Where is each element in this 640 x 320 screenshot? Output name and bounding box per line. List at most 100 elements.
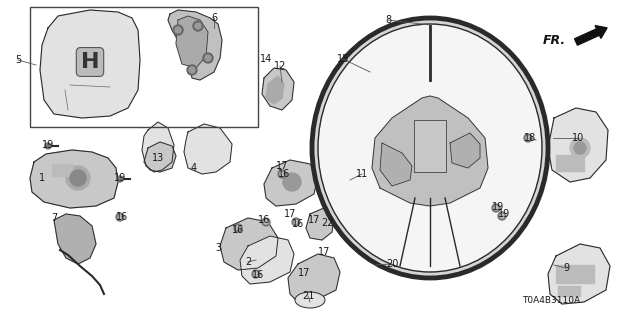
Text: 19: 19 <box>114 173 126 183</box>
Circle shape <box>70 170 86 186</box>
Polygon shape <box>288 254 340 302</box>
Circle shape <box>205 55 211 61</box>
Polygon shape <box>176 16 208 68</box>
Circle shape <box>292 218 300 226</box>
Polygon shape <box>548 244 610 304</box>
Text: 17: 17 <box>276 161 288 171</box>
Circle shape <box>262 218 270 226</box>
Text: 17: 17 <box>284 209 296 219</box>
Circle shape <box>118 215 122 219</box>
Polygon shape <box>380 143 412 186</box>
Text: 16: 16 <box>292 219 304 229</box>
Circle shape <box>66 166 90 190</box>
Polygon shape <box>142 122 174 172</box>
Circle shape <box>117 176 123 182</box>
Circle shape <box>252 270 260 278</box>
Bar <box>414 120 446 172</box>
Polygon shape <box>184 124 232 174</box>
Bar <box>558 286 580 296</box>
Text: 16: 16 <box>116 212 128 222</box>
Polygon shape <box>168 10 222 80</box>
Circle shape <box>524 134 532 142</box>
Polygon shape <box>266 76 284 104</box>
Polygon shape <box>144 142 176 172</box>
Circle shape <box>283 173 301 191</box>
Polygon shape <box>264 160 318 206</box>
Text: 2: 2 <box>245 257 251 267</box>
Text: 21: 21 <box>302 291 314 301</box>
Text: 8: 8 <box>385 15 391 25</box>
Circle shape <box>195 23 201 29</box>
Circle shape <box>254 272 258 276</box>
Text: 5: 5 <box>15 55 21 65</box>
Circle shape <box>187 65 197 75</box>
Text: 9: 9 <box>563 263 569 273</box>
Circle shape <box>574 142 586 154</box>
Circle shape <box>45 143 51 149</box>
Polygon shape <box>240 236 294 284</box>
Circle shape <box>175 27 181 33</box>
Bar <box>30 7 258 127</box>
Circle shape <box>236 226 240 230</box>
Text: T0A4B3110A: T0A4B3110A <box>522 296 580 305</box>
Text: 11: 11 <box>356 169 368 179</box>
Text: 19: 19 <box>42 140 54 150</box>
Bar <box>556 265 594 283</box>
Text: 16: 16 <box>252 270 264 280</box>
Text: 19: 19 <box>498 209 510 219</box>
Text: 17: 17 <box>318 247 330 257</box>
Bar <box>52 164 72 176</box>
Text: 12: 12 <box>274 61 286 71</box>
Text: 10: 10 <box>572 133 584 143</box>
Text: 20: 20 <box>386 259 398 269</box>
Text: 22: 22 <box>322 218 334 228</box>
Circle shape <box>492 204 500 212</box>
Circle shape <box>294 220 298 224</box>
Circle shape <box>173 25 183 35</box>
Polygon shape <box>450 133 480 168</box>
Polygon shape <box>220 218 278 270</box>
Text: 4: 4 <box>191 163 197 173</box>
Text: 15: 15 <box>337 54 349 64</box>
FancyArrow shape <box>575 26 607 45</box>
Bar <box>556 155 584 171</box>
Text: 16: 16 <box>232 225 244 235</box>
Text: 17: 17 <box>308 215 320 225</box>
Polygon shape <box>40 10 140 118</box>
Circle shape <box>193 21 203 31</box>
Text: 7: 7 <box>51 213 57 223</box>
Polygon shape <box>548 108 608 182</box>
Polygon shape <box>372 96 488 206</box>
Text: 1: 1 <box>39 173 45 183</box>
Circle shape <box>189 67 195 73</box>
Text: 13: 13 <box>152 153 164 163</box>
Circle shape <box>500 214 504 218</box>
Circle shape <box>116 213 124 221</box>
Text: 16: 16 <box>258 215 270 225</box>
Text: H: H <box>81 52 99 72</box>
Polygon shape <box>262 68 294 110</box>
Ellipse shape <box>319 25 541 271</box>
Ellipse shape <box>295 292 325 308</box>
Text: 18: 18 <box>524 133 536 143</box>
Text: 16: 16 <box>278 169 290 179</box>
Polygon shape <box>30 150 118 208</box>
Text: 14: 14 <box>260 54 272 64</box>
Text: 6: 6 <box>211 13 217 23</box>
Circle shape <box>280 172 284 176</box>
Polygon shape <box>54 214 96 264</box>
Circle shape <box>278 170 286 178</box>
Circle shape <box>526 136 530 140</box>
Polygon shape <box>312 18 548 278</box>
Circle shape <box>203 53 213 63</box>
Circle shape <box>234 224 242 232</box>
Text: 3: 3 <box>215 243 221 253</box>
Circle shape <box>494 206 498 210</box>
Text: 19: 19 <box>492 202 504 212</box>
Circle shape <box>498 212 506 220</box>
Circle shape <box>264 220 268 224</box>
Circle shape <box>570 138 590 158</box>
Polygon shape <box>306 208 334 240</box>
Text: 17: 17 <box>298 268 310 278</box>
Text: FR.: FR. <box>543 34 566 46</box>
